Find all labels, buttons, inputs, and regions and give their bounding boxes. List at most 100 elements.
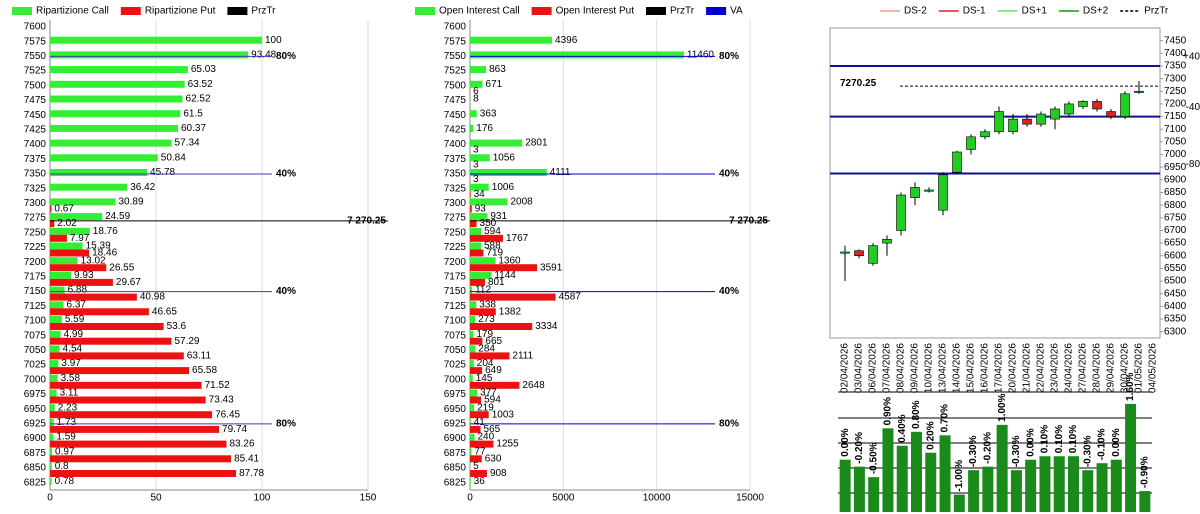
category-label: 7125 [444,301,467,312]
value-label: 6.37 [67,299,87,310]
bar [470,110,477,118]
y-tick-label: 6950 [1164,162,1187,173]
x-tick-label: 29/04/2026 [1106,343,1117,393]
bar [50,404,55,412]
y-tick-label: 7050 [1164,137,1187,148]
x-tick-label: 5000 [552,493,575,504]
y-tick-label: 7100 [1164,124,1187,135]
bar [470,264,538,272]
category-label: 7350 [444,169,467,180]
x-tick-label: 04/05/2026 [1148,343,1159,393]
category-label: 7100 [24,316,47,327]
value-label: 45.78 [150,167,175,178]
value-label: -0.10% [1097,428,1108,460]
y-tick-label: 7350 [1164,61,1187,72]
bar [50,154,158,162]
value-label: 71.52 [205,380,230,391]
value-label: 36 [474,476,486,487]
bar [1068,456,1079,512]
bar [50,411,213,419]
category-label: 7575 [444,36,467,47]
value-label: 594 [484,226,501,237]
value-label: 3.97 [61,358,81,369]
category-label: 7375 [444,154,467,165]
x-tick-label: 03/04/2026 [854,343,865,393]
category-label: 7275 [24,213,47,224]
value-label: 0.90% [883,397,894,425]
bar [50,367,190,375]
bar [470,389,478,397]
bar [50,169,148,176]
bar [50,286,65,294]
bar [50,124,178,132]
bar [470,345,476,353]
bar [470,352,510,360]
bar [470,440,494,448]
value-label: 565 [484,424,501,435]
bar [50,198,116,206]
value-label: 1003 [492,409,515,420]
category-label: 7500 [444,80,467,91]
value-label: -0.30% [968,435,979,467]
y-tick-label: 6900 [1164,174,1187,185]
category-label: 6850 [24,463,47,474]
value-label: 4.54 [63,344,83,355]
legend-swatch [227,7,248,15]
bar [50,389,57,397]
value-label: 8 [473,94,479,105]
candle-body [924,189,934,192]
category-label: 7150 [24,286,47,297]
bar [839,459,851,512]
legend-label: Open Interest Call [439,6,520,17]
bar [470,80,483,88]
y-tick-label: 6750 [1164,212,1187,223]
y-tick-label: 7250 [1164,86,1187,97]
x-tick-label: 27/04/2026 [1078,343,1089,393]
category-label: 7025 [24,360,47,371]
value-label: 53.6 [167,321,187,332]
x-tick-label: 24/04/2026 [1064,343,1075,393]
bar [50,257,78,265]
value-label: 2.23 [58,402,78,413]
x-tick-label: 0 [47,493,53,504]
bar [470,293,556,301]
value-label: 284 [478,344,495,355]
y-tick-label: 6300 [1164,326,1187,337]
category-label: 6850 [444,463,467,474]
bar [50,352,184,360]
value-label: 7.97 [70,233,90,244]
legend-label: PrzTr [1144,6,1169,17]
value-label: 93.48 [251,50,276,61]
category-label: 6825 [24,477,47,488]
y-tick-label: 6700 [1164,225,1187,236]
y-tick-label: 7300 [1164,73,1187,84]
value-label: 273 [478,314,495,325]
x-tick-label: 100 [254,493,271,504]
value-label: 176 [476,123,493,134]
value-label: 665 [485,336,502,347]
candle-body [910,187,920,198]
category-label: 7500 [24,80,47,91]
value-label: 863 [489,64,506,75]
value-label: 18.76 [93,226,118,237]
bar [50,227,90,235]
value-label: -0.50% [868,442,879,474]
candle-body [882,239,892,244]
bar [470,330,474,338]
value-label: 0.40% [897,414,908,442]
value-label: -0.20% [854,432,865,464]
bar [953,494,965,512]
value-label: 377 [480,388,497,399]
category-label: 7450 [444,110,467,121]
candle-body [1036,113,1046,125]
bar [50,234,67,242]
category-label: 7125 [24,301,47,312]
value-label: 0.70% [940,404,951,432]
value-label: -1.00% [954,460,965,492]
value-label: 2.02 [57,218,77,229]
bar [50,345,60,353]
category-label: 7350 [24,169,47,180]
x-tick-label: 50 [150,493,162,504]
value-label: 41 [474,417,486,428]
bar [470,257,496,265]
